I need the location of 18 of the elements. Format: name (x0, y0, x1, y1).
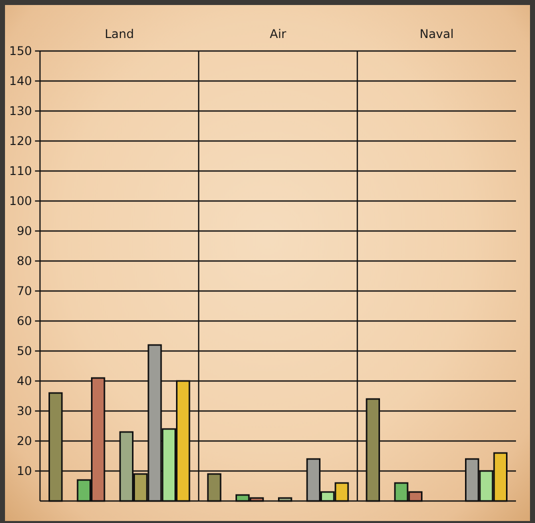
y-tick-label: 120 (9, 134, 32, 148)
y-tick-label: 130 (9, 104, 32, 118)
y-tick-label: 20 (16, 434, 32, 448)
y-tick-label: 150 (9, 44, 32, 58)
y-tick-label: 40 (16, 374, 32, 388)
y-tick-label: 80 (16, 254, 32, 268)
x-tick-label: Naval (420, 27, 454, 41)
y-tick-label: 110 (9, 164, 32, 178)
y-tick-label: 100 (9, 194, 32, 208)
y-tick-label: 90 (16, 224, 32, 238)
y-tick-label: 140 (9, 74, 32, 88)
x-tick-label: Air (270, 27, 286, 41)
y-tick-label: 50 (16, 344, 32, 358)
y-tick-label: 60 (16, 314, 32, 328)
y-tick-label: 70 (16, 284, 32, 298)
y-tick-label: 30 (16, 404, 32, 418)
x-tick-label: Land (104, 27, 134, 41)
y-tick-label: 10 (16, 464, 32, 478)
